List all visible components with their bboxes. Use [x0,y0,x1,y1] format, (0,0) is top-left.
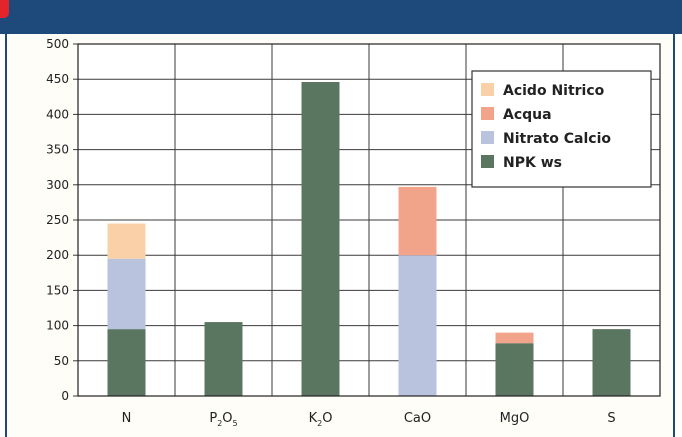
y-tick-label: 250 [46,213,69,227]
plot-border [77,43,661,397]
legend-swatch [481,155,494,168]
y-tick-label: 100 [46,319,69,333]
bar-segment [495,332,534,344]
y-tick-label: 150 [46,283,69,297]
bar-segment [398,186,437,256]
legend-label: Acido Nitrico [503,83,605,99]
legend-box [471,70,652,188]
y-tick-label: 350 [46,143,69,157]
y-tick-label: 450 [46,72,69,86]
bar-segment [107,223,146,259]
legend-label: Nitrato Calcio [503,131,611,147]
bar-segment [301,82,340,397]
header-accent [0,0,9,18]
bar-segment [107,329,146,396]
header-bar [0,0,682,34]
x-tick-label: CaO [404,411,431,426]
x-tick-label: N [122,411,132,426]
x-tick-label: K2O [309,411,333,428]
legend-swatch [481,107,494,120]
bar-segment [204,322,243,396]
legend-swatch [481,83,494,96]
bar-segment [592,329,631,396]
y-tick-label: 300 [46,178,69,192]
y-tick-label: 400 [46,107,69,121]
legend-swatch [481,131,494,144]
y-tick-label: 500 [46,37,69,51]
bar-chart: 0 50 100 150 200 250 300 350 400 450 500 N P2O5 K2O Ca… [46,37,661,428]
bar-segment [495,343,534,396]
y-tick-label: 50 [54,354,69,368]
x-tick-label: MgO [500,411,530,426]
x-tick-label: P2O5 [209,411,237,428]
bar-segment [398,255,437,396]
legend-label: Acqua [503,107,552,123]
x-tick-label: S [607,411,615,426]
legend-label: NPK ws [503,155,562,171]
y-tick-label: 0 [61,389,69,403]
bar-segment [107,258,146,330]
chart-panel: 0 50 100 150 200 250 300 350 400 450 500 N P2O5 K2O Ca… [5,34,675,437]
y-tick-label: 200 [46,248,69,262]
